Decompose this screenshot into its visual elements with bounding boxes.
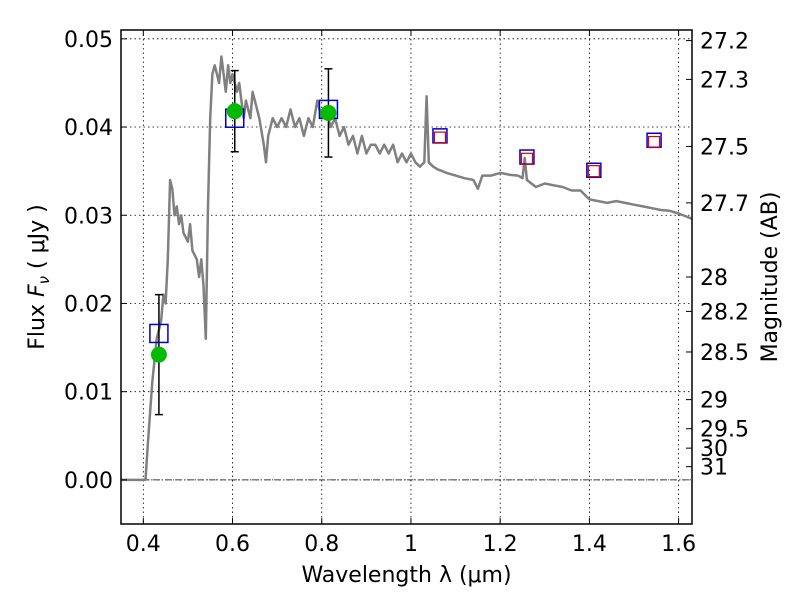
model-photometry-box xyxy=(149,323,169,344)
right-tick-label: 27.3 xyxy=(700,68,749,93)
inner-box xyxy=(433,131,447,144)
observed-point xyxy=(150,346,167,363)
model-photometry-box xyxy=(432,128,448,144)
x-axis-label: Wavelength λ (μm) xyxy=(301,563,511,588)
y-axis-label-symbol: F xyxy=(25,284,50,297)
y-tick-label: 0.02 xyxy=(64,292,113,317)
inner-box xyxy=(647,135,661,149)
right-tick-label: 31 xyxy=(700,456,728,481)
inner-box xyxy=(587,165,600,178)
observed-point xyxy=(320,104,337,121)
y-axis-label-prefix: Flux xyxy=(25,297,50,350)
x-tick-label: 0.8 xyxy=(304,532,339,557)
right-tick-label: 29.5 xyxy=(700,418,749,443)
x-tick-label: 1 xyxy=(404,532,418,557)
right-tick-label: 30 xyxy=(700,437,728,462)
x-tick-label: 1.2 xyxy=(483,532,518,557)
right-tick-label: 27.5 xyxy=(700,135,749,160)
observed-point xyxy=(226,103,243,120)
right-axis-label: Magnitude (AB) xyxy=(758,192,783,363)
y-tick-label: 0.04 xyxy=(64,116,113,141)
y-axis-label-subscript: ν xyxy=(35,276,53,284)
right-tick-label: 28.5 xyxy=(700,341,749,366)
right-tick-label: 27.2 xyxy=(700,30,749,55)
y-tick-label: 0.00 xyxy=(64,469,113,494)
inner-box xyxy=(520,152,534,165)
right-tick-label: 28.2 xyxy=(700,300,749,325)
right-tick-label: 27.7 xyxy=(700,192,749,217)
right-tick-label: 29 xyxy=(700,389,728,414)
y-axis-label-suffix: ( μJy ) xyxy=(25,204,50,276)
y-tick-label: 0.03 xyxy=(64,204,113,229)
y-axis-label: Flux Fν ( μJy ) xyxy=(25,204,53,349)
right-tick-label: 28 xyxy=(700,266,728,291)
model-spectrum-line xyxy=(121,55,692,482)
x-tick-label: 0.6 xyxy=(215,532,250,557)
x-tick-label: 1.4 xyxy=(572,532,607,557)
y-tick-label: 0.05 xyxy=(64,28,113,53)
axis-ticks: 0.4 0.6 0.8 1 1.2 1.4 1.6 0.00 0.01 0.02 0.03 0.04 0… xyxy=(64,28,749,557)
model-photometry-box xyxy=(586,162,602,179)
plot-area xyxy=(121,55,692,482)
y-tick-label: 0.01 xyxy=(64,381,113,406)
x-tick-label: 1.6 xyxy=(661,532,696,557)
x-tick-label: 0.4 xyxy=(126,532,161,557)
